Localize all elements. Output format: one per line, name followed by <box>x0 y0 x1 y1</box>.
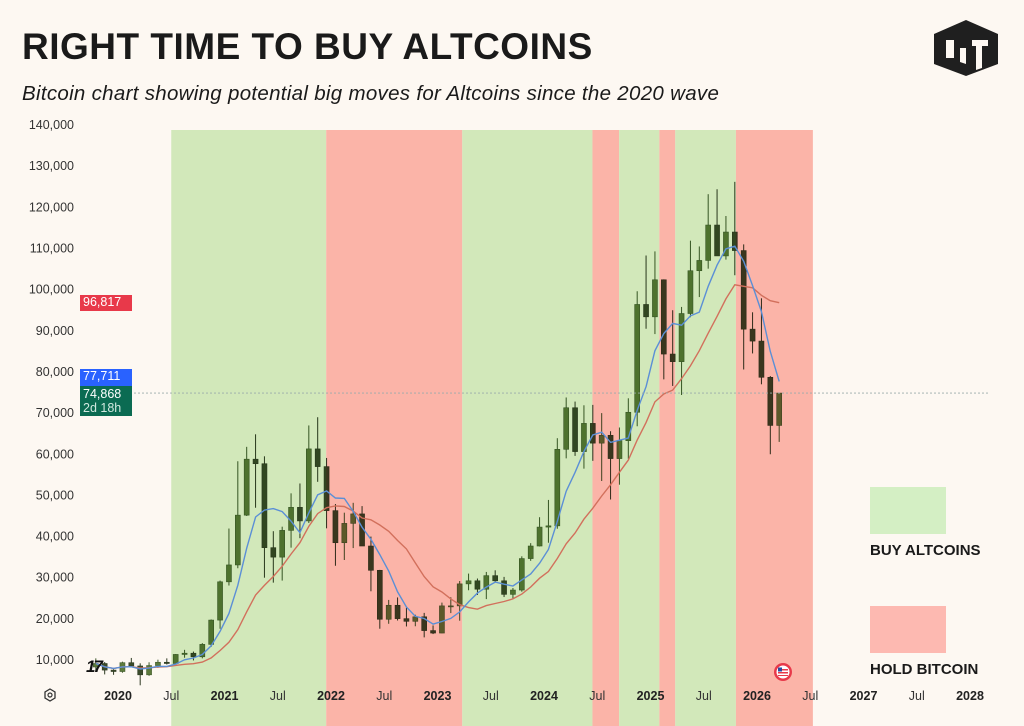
x-tick-label: 2024 <box>530 689 558 703</box>
zone-buy <box>171 130 327 726</box>
zone-hold <box>735 130 813 726</box>
y-tick-label: 70,000 <box>36 406 74 420</box>
y-tick-label: 140,000 <box>29 118 74 132</box>
fast-ma-price-tag: 77,711 <box>80 369 132 386</box>
x-tick-label: 2027 <box>850 689 878 703</box>
zone-hold <box>326 130 463 726</box>
legend-hold-swatch <box>870 606 946 653</box>
moving-averages <box>95 245 780 670</box>
zone-hold <box>659 130 676 726</box>
y-axis: 10,000 20,000 30,000 40,000 50,000 60,000 70,0… <box>29 118 74 667</box>
last-price-tag: 74,868 2d 18h <box>80 386 132 416</box>
x-tick-label: Jul <box>802 689 818 703</box>
x-tick-label: Jul <box>270 689 286 703</box>
candle <box>101 662 108 675</box>
y-tick-label: 60,000 <box>36 447 74 461</box>
candle <box>110 669 117 675</box>
legend-buy-swatch <box>870 487 946 534</box>
y-tick-label: 100,000 <box>29 283 74 297</box>
gear-icon[interactable] <box>43 688 57 702</box>
zone-buy <box>462 130 593 726</box>
tradingview-logo-icon: 17 <box>86 657 103 676</box>
zone-hold <box>592 130 620 726</box>
page-title: RIGHT TIME TO BUY ALTCOINS <box>22 26 593 67</box>
x-tick-label: 2020 <box>104 689 132 703</box>
y-tick-label: 50,000 <box>36 488 74 502</box>
page-subtitle: Bitcoin chart showing potential big move… <box>22 82 720 105</box>
brand-logo-icon <box>934 20 998 76</box>
candle <box>164 658 170 665</box>
x-tick-label: Jul <box>163 689 179 703</box>
zone-buy <box>675 130 736 726</box>
y-tick-label: 90,000 <box>36 324 74 338</box>
fast-moving-average-line <box>95 245 780 670</box>
y-tick-label: 120,000 <box>29 200 74 214</box>
zones <box>171 130 813 726</box>
candle <box>128 657 135 667</box>
slow-moving-average-line <box>95 284 780 670</box>
y-tick-label: 30,000 <box>36 571 74 585</box>
y-tick-label: 130,000 <box>29 159 74 173</box>
candle <box>137 663 143 686</box>
x-axis: 2020 Jul 2021 Jul 2022 Jul 2023 Jul 2024 Jul 2025 J… <box>104 689 984 703</box>
y-tick-label: 80,000 <box>36 365 74 379</box>
y-tick-label: 40,000 <box>36 530 74 544</box>
y-tick-label: 110,000 <box>30 242 74 256</box>
y-tick-label: 10,000 <box>36 653 74 667</box>
zone-buy <box>619 130 660 726</box>
x-tick-label: 2021 <box>211 689 239 703</box>
x-tick-label: Jul <box>483 689 499 703</box>
legend-hold-label: HOLD BITCOIN <box>870 661 979 678</box>
candle <box>146 662 152 676</box>
x-tick-label: Jul <box>589 689 605 703</box>
candle-countdown: 2d 18h <box>83 401 122 415</box>
last-price-value: 74,868 <box>83 387 122 401</box>
x-tick-label: 2022 <box>317 689 345 703</box>
x-tick-label: 2028 <box>956 689 984 703</box>
x-tick-label: 2025 <box>637 689 665 703</box>
slow-ma-price-tag: 96,817 <box>80 295 132 311</box>
x-tick-label: 2026 <box>743 689 771 703</box>
x-tick-label: Jul <box>696 689 712 703</box>
y-tick-label: 20,000 <box>36 612 74 626</box>
legend-buy-label: BUY ALTCOINS <box>870 542 981 559</box>
x-tick-label: Jul <box>376 689 392 703</box>
x-tick-label: Jul <box>909 689 925 703</box>
us-flag-icon[interactable] <box>773 662 793 682</box>
x-tick-label: 2023 <box>424 689 452 703</box>
